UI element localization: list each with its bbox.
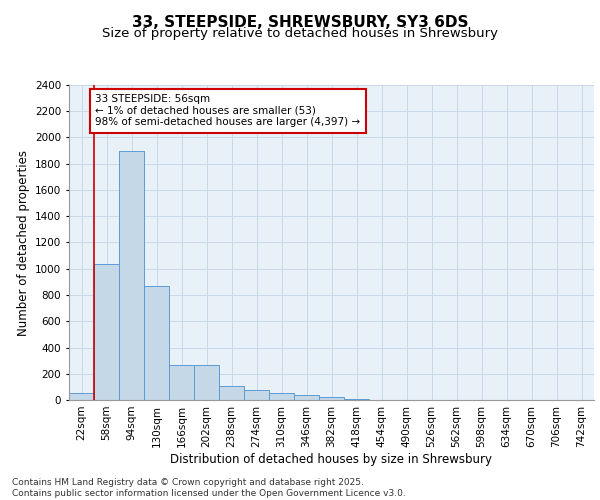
Bar [194,365,219,400]
Bar [344,398,369,400]
Y-axis label: Number of detached properties: Number of detached properties [17,150,29,336]
Bar [219,386,244,400]
Text: 33, STEEPSIDE, SHREWSBURY, SY3 6DS: 33, STEEPSIDE, SHREWSBURY, SY3 6DS [132,15,468,30]
Text: Size of property relative to detached houses in Shrewsbury: Size of property relative to detached ho… [102,28,498,40]
Text: Contains HM Land Registry data © Crown copyright and database right 2025.
Contai: Contains HM Land Registry data © Crown c… [12,478,406,498]
Bar [69,394,94,400]
Bar [319,398,344,400]
Bar [144,286,169,400]
Bar [119,150,144,400]
Text: 33 STEEPSIDE: 56sqm
← 1% of detached houses are smaller (53)
98% of semi-detache: 33 STEEPSIDE: 56sqm ← 1% of detached hou… [95,94,361,128]
Bar [94,264,119,400]
Bar [269,393,294,400]
Bar [169,365,194,400]
Bar [294,396,319,400]
Bar [244,390,269,400]
X-axis label: Distribution of detached houses by size in Shrewsbury: Distribution of detached houses by size … [170,452,493,466]
